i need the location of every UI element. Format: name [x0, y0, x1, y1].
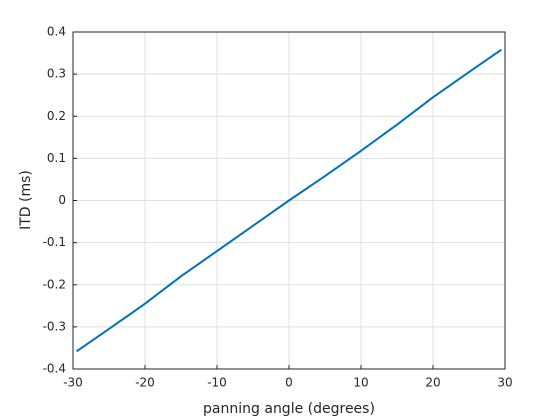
y-tick-label: -0.3 — [43, 319, 66, 333]
x-tick-label: -10 — [207, 376, 227, 390]
x-tick-label: -20 — [135, 376, 155, 390]
y-tick-label: 0 — [58, 193, 66, 207]
y-axis-label: ITD (ms) — [18, 170, 34, 230]
y-tick-label: 0.2 — [47, 109, 66, 123]
x-tick-label: 20 — [425, 376, 440, 390]
y-tick-label: 0.1 — [47, 151, 66, 165]
y-tick-label: -0.2 — [43, 277, 66, 291]
x-tick-label: -30 — [63, 376, 83, 390]
x-tick-label: 30 — [497, 376, 512, 390]
data-line — [76, 48, 502, 353]
y-tick-label: 0.4 — [47, 25, 66, 39]
x-axis-label: panning angle (degrees) — [203, 401, 375, 417]
x-tick-label: 10 — [353, 376, 368, 390]
plot-box — [72, 31, 506, 370]
x-tick-label: 0 — [285, 376, 293, 390]
y-tick-label: -0.1 — [43, 235, 66, 249]
y-tick-label: 0.3 — [47, 67, 66, 81]
y-tick-label: -0.4 — [43, 362, 66, 376]
